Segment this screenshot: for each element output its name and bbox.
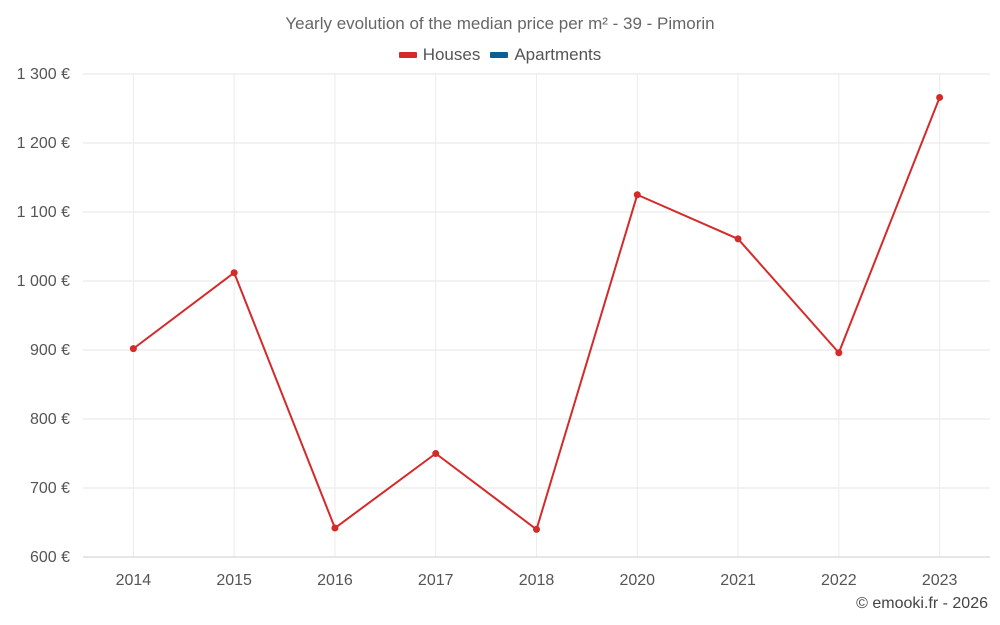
data-point-houses <box>936 93 944 101</box>
legend-label-houses: Houses <box>422 45 481 64</box>
legend-swatch-houses <box>398 52 417 58</box>
data-point-houses <box>734 235 742 243</box>
y-tick-label: 900 € <box>30 342 70 359</box>
y-tick-label: 1 300 € <box>17 66 70 83</box>
x-tick-label: 2015 <box>216 572 252 589</box>
x-tick-label: 2014 <box>116 572 152 589</box>
legend-label-apartments: Apartments <box>514 45 602 64</box>
y-tick-label: 600 € <box>30 549 70 566</box>
data-point-houses <box>230 269 238 277</box>
x-tick-label: 2016 <box>317 572 353 589</box>
legend: Houses Apartments <box>0 45 1000 65</box>
chart-title: Yearly evolution of the median price per… <box>285 14 715 33</box>
data-point-houses <box>835 349 843 357</box>
x-tick-label: 2017 <box>418 572 454 589</box>
x-tick-label: 2022 <box>821 572 857 589</box>
legend-item-apartments[interactable]: Apartments <box>490 45 601 65</box>
x-tick-label: 2021 <box>720 572 756 589</box>
data-point-houses <box>533 525 540 533</box>
data-point-houses <box>129 345 137 353</box>
data-point-houses <box>331 524 339 532</box>
data-point-houses <box>432 450 440 457</box>
x-tick-label: 2020 <box>619 572 655 589</box>
y-tick-label: 1 200 € <box>17 135 70 152</box>
legend-item-houses[interactable]: Houses <box>398 45 481 65</box>
y-tick-label: 700 € <box>30 480 70 497</box>
data-point-houses <box>633 191 641 199</box>
y-tick-label: 800 € <box>30 411 70 428</box>
y-tick-label: 1 100 € <box>17 204 70 221</box>
x-tick-label: 2023 <box>922 572 958 589</box>
legend-swatch-apartments <box>490 52 509 58</box>
x-tick-label: 2018 <box>519 572 555 589</box>
credit-text: © emooki.fr - 2026 <box>856 595 988 612</box>
y-tick-label: 1 000 € <box>17 273 70 290</box>
